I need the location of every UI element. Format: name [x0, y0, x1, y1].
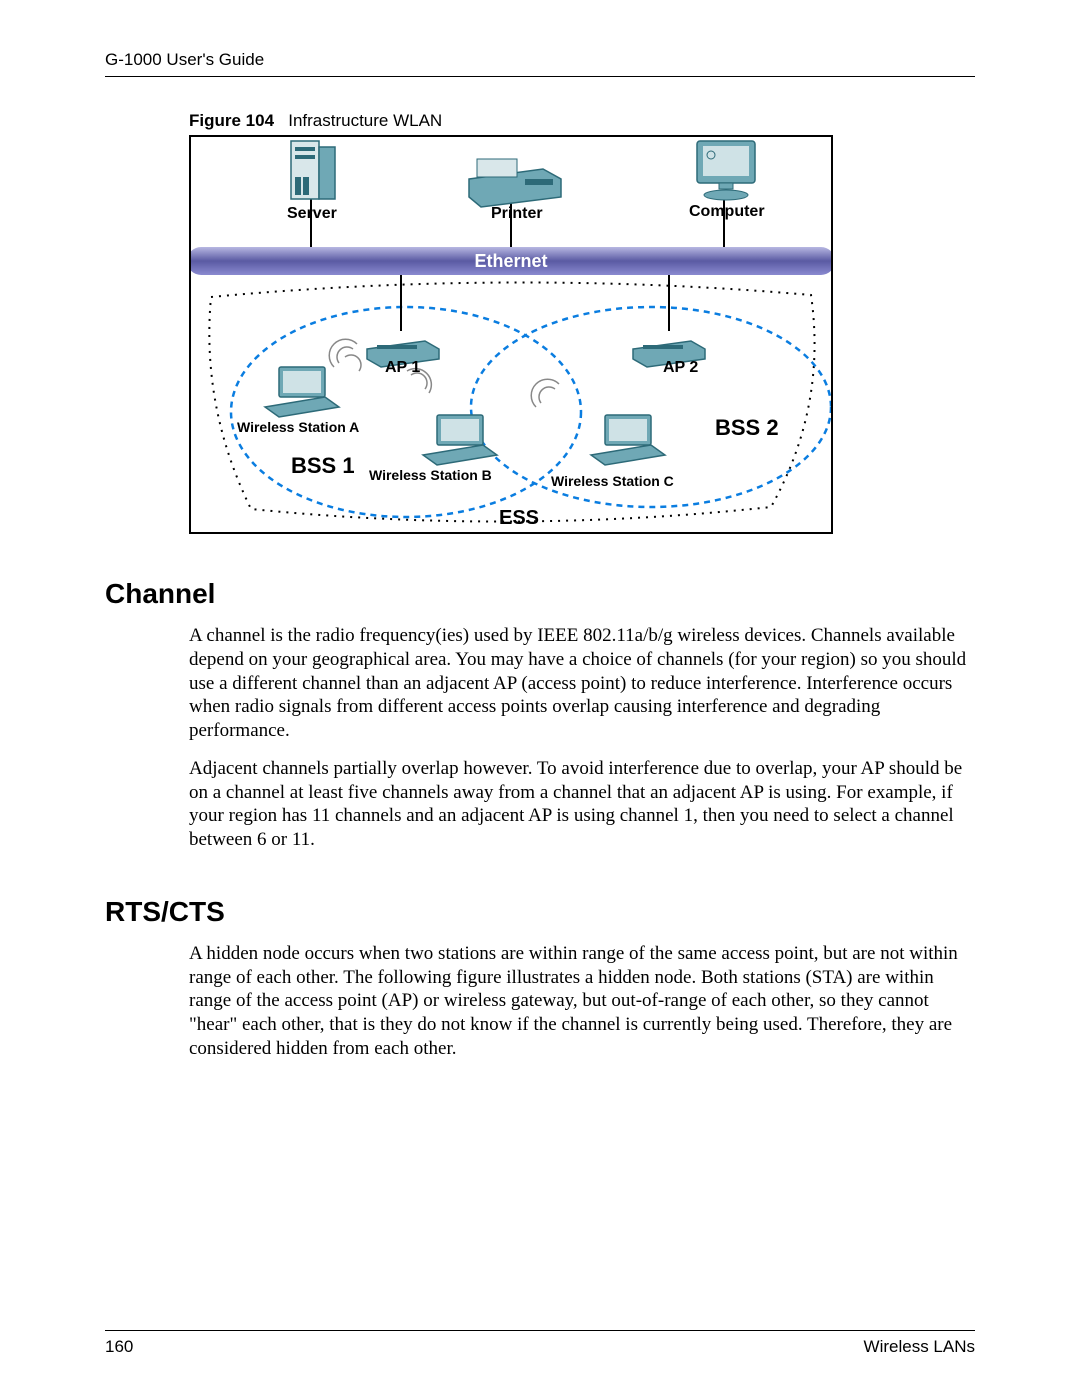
figure-caption: Figure 104 Infrastructure WLAN [189, 111, 975, 131]
channel-paragraph-2: Adjacent channels partially overlap howe… [189, 757, 975, 852]
bss1-label: BSS 1 [291, 453, 355, 479]
laptop-a-icon [265, 367, 339, 417]
server-label: Server [287, 205, 337, 223]
infrastructure-wlan-diagram: Ethernet Server Printer Computer AP 1 AP… [189, 135, 833, 534]
diagram-svg [191, 137, 831, 532]
page: G-1000 User's Guide Figure 104 Infrastru… [0, 0, 1080, 1397]
ess-label: ESS [499, 507, 539, 530]
wsB-label: Wireless Station B [369, 467, 492, 483]
page-header: G-1000 User's Guide [105, 50, 975, 77]
ap1-label: AP 1 [385, 359, 420, 377]
content-area: Figure 104 Infrastructure WLAN [105, 77, 975, 1330]
printer-label: Printer [491, 205, 543, 223]
laptop-c-icon [591, 415, 665, 465]
printer-icon [469, 159, 561, 207]
figure-title: Infrastructure WLAN [288, 111, 442, 130]
channel-paragraph-1: A channel is the radio frequency(ies) us… [189, 624, 975, 743]
laptop-b-icon [423, 415, 497, 465]
wsA-label: Wireless Station A [237, 419, 359, 435]
page-footer: 160 Wireless LANs [105, 1330, 975, 1357]
bss2-label: BSS 2 [715, 415, 779, 441]
page-number: 160 [105, 1337, 133, 1357]
rtscts-heading: RTS/CTS [105, 896, 975, 928]
ap2-label: AP 2 [663, 359, 698, 377]
figure-number: Figure 104 [189, 111, 274, 130]
computer-icon [697, 141, 755, 200]
chapter-title: Wireless LANs [864, 1337, 975, 1357]
ethernet-bus-label: Ethernet [189, 247, 833, 275]
wsC-label: Wireless Station C [551, 473, 674, 489]
rtscts-paragraph-1: A hidden node occurs when two stations a… [189, 942, 975, 1061]
computer-label: Computer [689, 203, 765, 221]
channel-heading: Channel [105, 578, 975, 610]
server-icon [291, 141, 335, 199]
